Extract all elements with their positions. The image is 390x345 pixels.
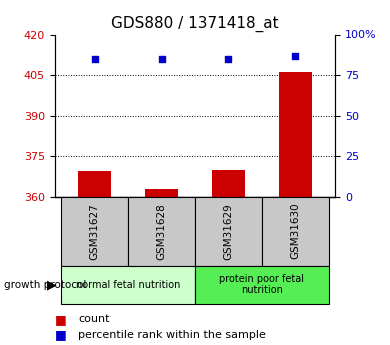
Bar bbox=[78, 171, 112, 197]
Text: GSM31628: GSM31628 bbox=[156, 203, 167, 259]
Bar bbox=[212, 170, 245, 197]
Text: GSM31627: GSM31627 bbox=[90, 203, 100, 259]
Point bbox=[158, 56, 165, 61]
Text: protein poor fetal
nutrition: protein poor fetal nutrition bbox=[219, 274, 304, 295]
Bar bbox=[278, 72, 312, 197]
Text: percentile rank within the sample: percentile rank within the sample bbox=[78, 330, 266, 339]
Bar bbox=[128, 197, 195, 266]
Text: GSM31629: GSM31629 bbox=[223, 203, 234, 259]
Point bbox=[92, 56, 98, 61]
Text: GSM31630: GSM31630 bbox=[290, 203, 300, 259]
Text: ■: ■ bbox=[55, 328, 66, 341]
Bar bbox=[145, 188, 178, 197]
Bar bbox=[195, 197, 262, 266]
Text: count: count bbox=[78, 314, 110, 324]
Title: GDS880 / 1371418_at: GDS880 / 1371418_at bbox=[111, 16, 279, 32]
Text: ▶: ▶ bbox=[47, 278, 57, 291]
Text: ■: ■ bbox=[55, 313, 66, 326]
Bar bbox=[61, 266, 195, 304]
Bar bbox=[262, 197, 329, 266]
Text: growth protocol: growth protocol bbox=[4, 280, 86, 289]
Bar bbox=[195, 266, 329, 304]
Bar bbox=[61, 197, 128, 266]
Point bbox=[292, 53, 298, 59]
Point bbox=[225, 56, 232, 61]
Text: normal fetal nutrition: normal fetal nutrition bbox=[76, 280, 180, 289]
